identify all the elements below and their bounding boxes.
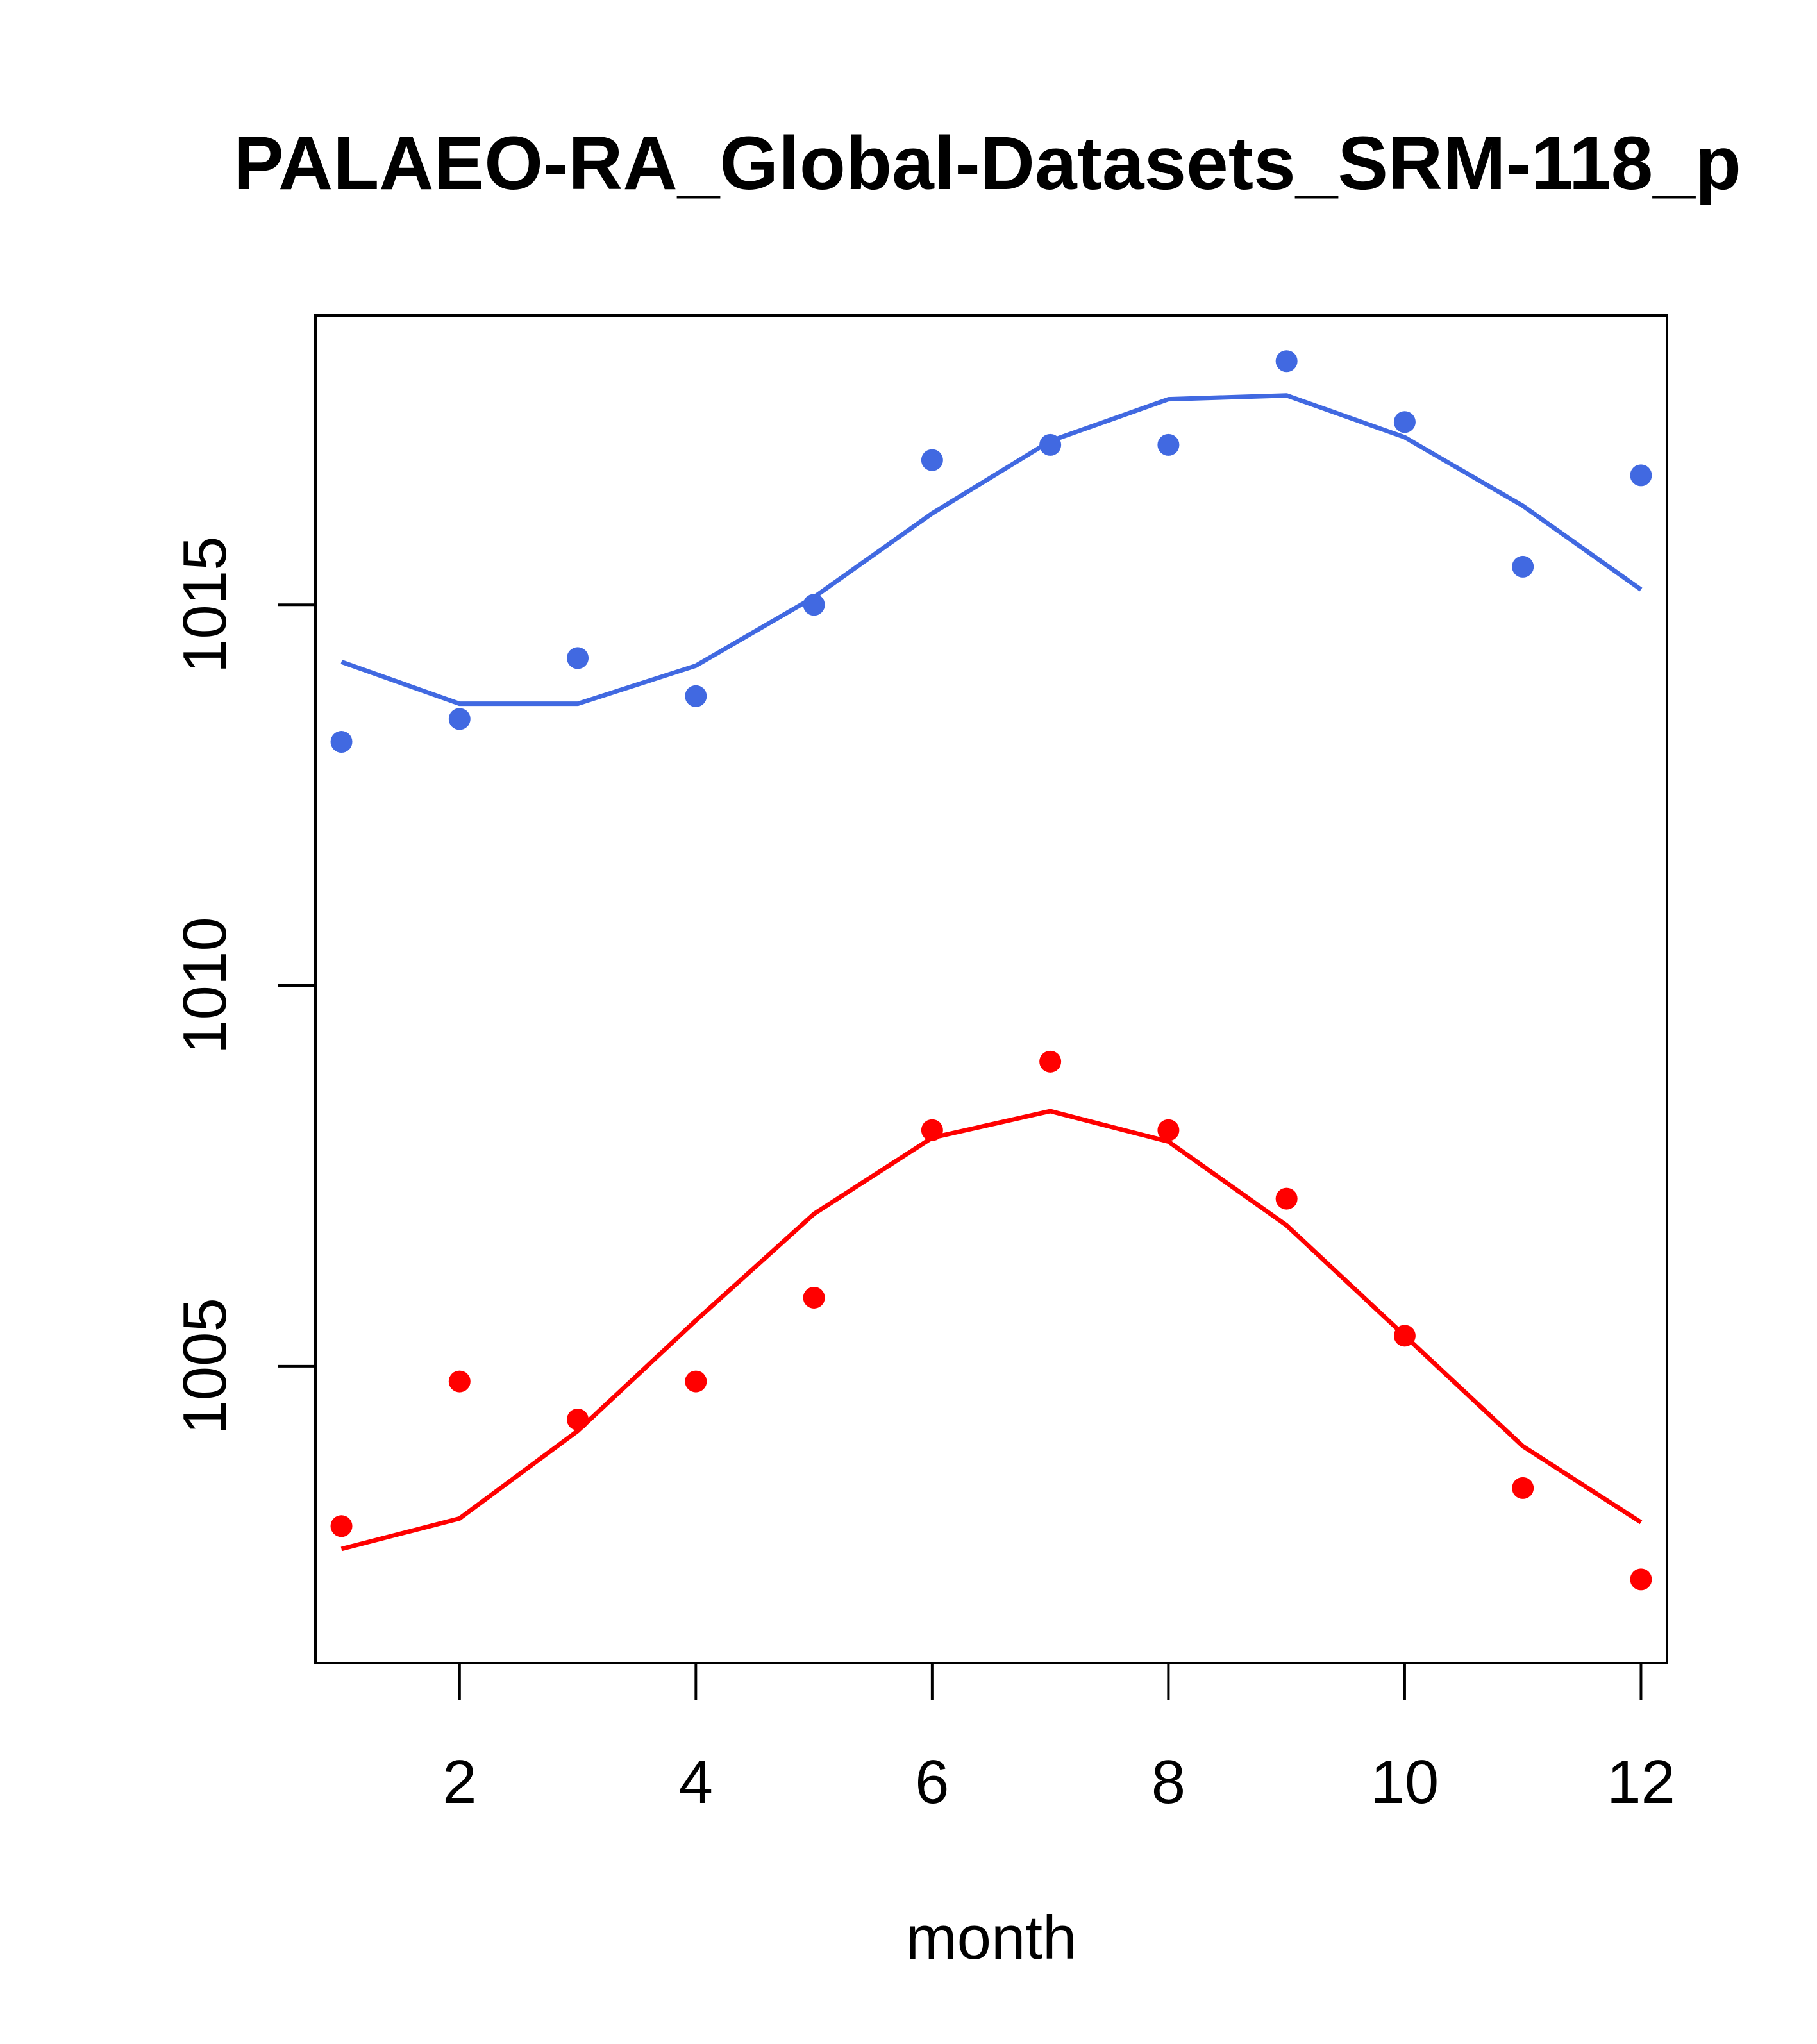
data-point-red bbox=[803, 1286, 825, 1309]
x-axis-title: month bbox=[906, 1904, 1077, 1972]
data-point-red bbox=[1512, 1477, 1534, 1499]
x-tick-label: 4 bbox=[679, 1748, 713, 1816]
data-point-blue bbox=[921, 449, 943, 471]
series-red bbox=[330, 1050, 1652, 1591]
x-tick-label: 10 bbox=[1371, 1748, 1439, 1816]
y-axis: 1005 1010 1015 bbox=[171, 536, 317, 1435]
data-point-blue bbox=[448, 708, 471, 730]
data-point-red bbox=[567, 1408, 589, 1430]
data-point-blue bbox=[1512, 555, 1534, 578]
y-tick-label: 1010 bbox=[171, 917, 239, 1054]
y-tick-label: 1005 bbox=[171, 1298, 239, 1435]
data-point-red bbox=[685, 1370, 707, 1393]
data-point-blue bbox=[685, 685, 707, 707]
data-point-blue bbox=[330, 731, 353, 753]
data-point-red bbox=[1157, 1119, 1180, 1141]
x-tick-label: 2 bbox=[442, 1748, 476, 1816]
data-point-red bbox=[921, 1119, 943, 1141]
data-point-blue bbox=[1630, 464, 1652, 487]
data-point-red bbox=[448, 1370, 471, 1393]
data-point-blue bbox=[1039, 433, 1062, 456]
data-point-blue bbox=[1157, 433, 1180, 456]
data-point-blue bbox=[803, 594, 825, 616]
data-point-blue bbox=[567, 647, 589, 669]
data-point-blue bbox=[1393, 411, 1416, 433]
y-tick-label: 1015 bbox=[171, 536, 239, 673]
data-point-red bbox=[330, 1515, 353, 1537]
series-layer bbox=[330, 350, 1652, 1591]
x-axis: 2 4 6 8 10 12 bbox=[442, 1662, 1675, 1816]
data-point-red bbox=[1393, 1325, 1416, 1347]
x-tick-label: 8 bbox=[1151, 1748, 1185, 1816]
data-point-red bbox=[1630, 1568, 1652, 1591]
data-point-red bbox=[1039, 1050, 1062, 1073]
plot-area-frame bbox=[314, 314, 1668, 1664]
series-blue bbox=[330, 350, 1652, 753]
x-tick-label: 6 bbox=[915, 1748, 949, 1816]
series-line-blue bbox=[340, 393, 1643, 707]
series-line-red bbox=[340, 1109, 1643, 1552]
chart-title: PALAEO-RA_Global-Datasets_SRM-118_p bbox=[233, 121, 1741, 206]
data-point-blue bbox=[1275, 350, 1298, 373]
data-point-red bbox=[1275, 1187, 1298, 1210]
x-tick-label: 12 bbox=[1607, 1748, 1675, 1816]
